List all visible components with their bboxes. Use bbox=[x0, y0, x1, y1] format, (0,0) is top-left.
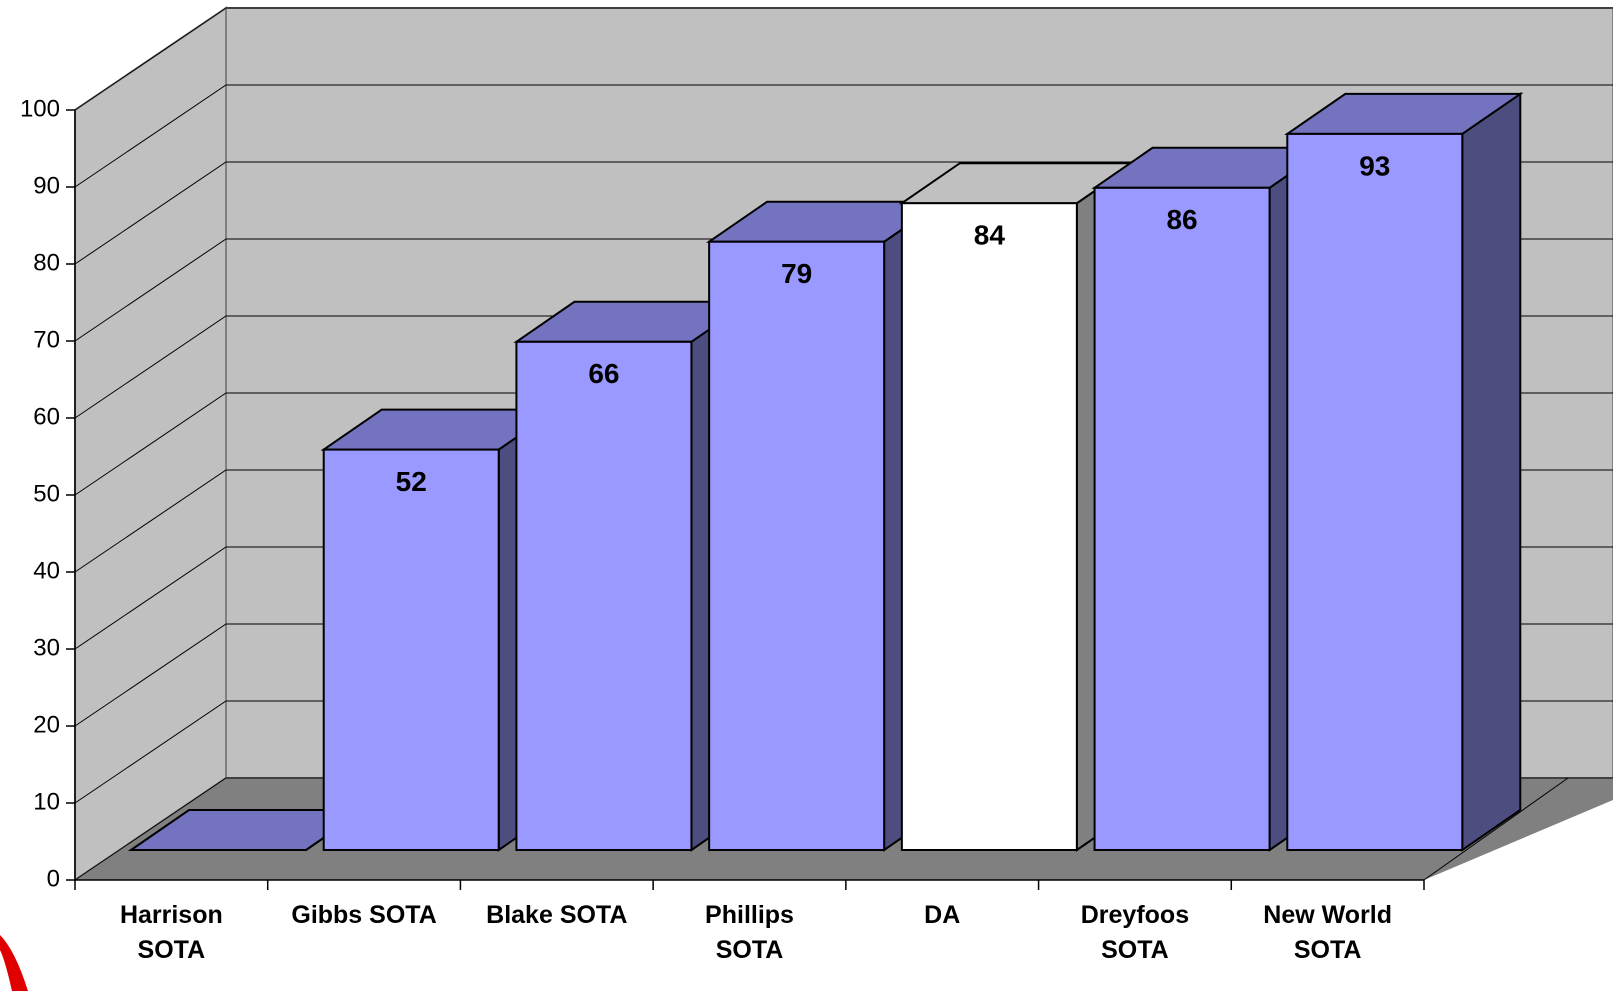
data-label: 66 bbox=[588, 358, 619, 389]
y-tick-label: 10 bbox=[33, 788, 60, 815]
bar bbox=[1286, 132, 1464, 851]
bar bbox=[900, 202, 1078, 851]
floor-edge bbox=[1423, 777, 1569, 881]
decoration bbox=[0, 935, 28, 991]
data-label: 79 bbox=[781, 258, 812, 289]
data-label: 93 bbox=[1359, 150, 1390, 181]
x-tick-label: Gibbs SOTA bbox=[291, 901, 437, 929]
y-tick-label: 40 bbox=[33, 557, 60, 584]
bar bbox=[708, 240, 886, 851]
data-label: 84 bbox=[974, 220, 1006, 251]
data-label: 86 bbox=[1166, 204, 1197, 235]
y-tick-label: 60 bbox=[33, 403, 60, 430]
x-tick-label: New World SOTA bbox=[1263, 901, 1392, 964]
y-tick-label: 50 bbox=[33, 480, 60, 507]
grid-line bbox=[74, 84, 1613, 188]
bar bbox=[515, 340, 693, 851]
bar-side bbox=[1461, 91, 1522, 852]
data-label: 52 bbox=[396, 466, 427, 497]
x-tick-label: Phillips SOTA bbox=[705, 901, 794, 964]
x-tick-label: Blake SOTA bbox=[486, 901, 628, 929]
y-tick-label: 70 bbox=[33, 326, 60, 353]
x-tick-label: Dreyfoos SOTA bbox=[1080, 901, 1190, 964]
bar bbox=[322, 448, 500, 851]
x-tick-label: DA bbox=[924, 901, 961, 929]
grid-line bbox=[74, 7, 1613, 111]
x-tick-label: Harrison SOTA bbox=[119, 901, 223, 964]
y-tick-label: 20 bbox=[33, 711, 60, 738]
y-tick-label: 90 bbox=[33, 172, 60, 199]
y-tick-label: 100 bbox=[20, 95, 60, 122]
y-tick-label: 30 bbox=[33, 634, 60, 661]
y-tick-label: 0 bbox=[47, 865, 60, 892]
bar bbox=[1093, 186, 1271, 852]
y-tick-label: 80 bbox=[33, 249, 60, 276]
